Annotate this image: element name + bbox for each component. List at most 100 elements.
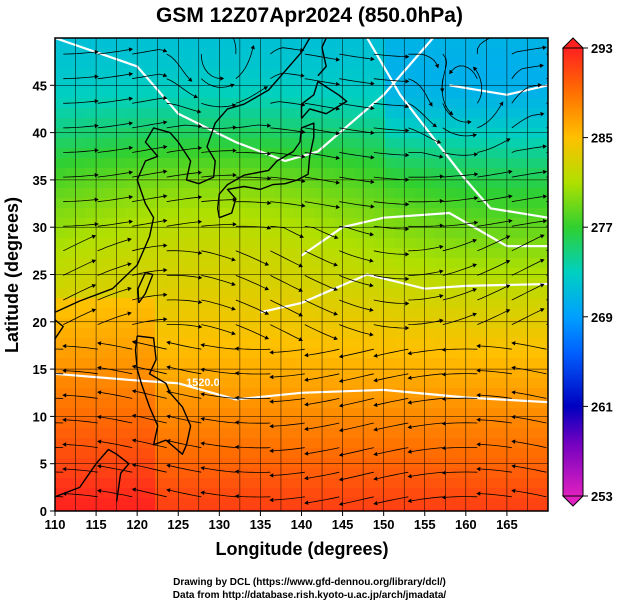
field-cell [85,108,96,119]
field-cell [335,318,346,329]
field-cell [545,58,548,69]
field-cell [215,168,226,179]
field-cell [395,408,406,419]
field-cell [315,468,326,479]
field-cell [145,148,156,159]
field-cell [235,228,246,239]
field-cell [205,328,216,339]
field-cell [125,248,136,259]
field-cell [405,258,416,269]
streamline-arrow [407,449,412,454]
field-cell [415,238,426,249]
field-cell [115,208,126,219]
field-cell [195,68,206,79]
field-cell [545,308,548,319]
field-cell [475,398,486,409]
streamline-arrow [407,474,412,479]
field-cell [245,508,256,511]
field-cell [65,48,76,59]
field-cell [515,298,526,309]
field-cell [435,388,446,399]
field-cell [435,308,446,319]
field-cell [215,158,226,169]
field-cell [225,218,236,229]
field-cell [215,68,226,79]
streamline [270,250,300,266]
field-cell [295,248,306,259]
colorbar-top-arrow [561,37,585,49]
streamline-arrow [370,105,375,111]
field-cell [75,128,86,139]
field-cell [385,38,396,49]
field-cell [365,448,376,459]
field-cell [455,148,466,159]
field-cell [105,318,116,329]
coastline [55,448,130,502]
streamline-arrow [27,421,31,426]
field-cell [275,58,286,69]
field-cell [175,198,186,209]
field-cell [525,418,536,429]
field-cell [115,398,126,409]
streamline [235,124,268,129]
field-cell [85,168,96,179]
streamline-arrow [373,427,378,432]
streamline-arrow [373,451,378,457]
field-cell [65,308,76,319]
field-cell [335,428,346,439]
field-cell [395,338,406,349]
field-cell [345,128,356,139]
field-cell [235,438,246,449]
field-cell [385,488,396,499]
streamline [442,222,475,227]
field-cell [125,348,136,359]
field-cell [285,108,296,119]
field-cell [235,468,246,479]
field-cell [145,358,156,369]
field-cell [455,388,466,399]
streamline-arrow [338,403,344,408]
field-cell [275,408,286,419]
field-cell [175,118,186,129]
field-cell [375,348,386,359]
field-cell [225,288,236,299]
field-cell [165,308,176,319]
field-cell [345,38,356,49]
streamline-arrow [440,88,445,93]
field-cell [445,158,456,169]
field-cell [415,68,426,79]
field-cell [515,168,526,179]
field-cell [505,98,516,109]
field-cell [345,108,356,119]
field-cell [295,408,306,419]
field-cell [315,478,326,489]
field-cell [285,468,296,479]
field-cell [305,38,316,49]
field-cell [465,298,476,309]
field-cell [55,358,66,369]
field-cell [285,478,296,489]
field-cell [165,258,176,269]
field-cell [225,138,236,149]
field-cell [415,358,426,369]
field-cell [125,288,136,299]
field-cell [395,488,406,499]
field-cell [165,68,176,79]
field-cell [415,118,426,129]
streamline [135,341,167,350]
field-cell [355,78,366,89]
field-cell [185,418,196,429]
field-cell [305,378,316,389]
field-cell [285,128,296,139]
streamline-arrow [264,335,270,340]
field-cell [245,478,256,489]
field-cell [315,88,326,99]
streamline [204,344,236,350]
field-cell [245,118,256,129]
field-cell [95,198,106,209]
field-cell [105,78,116,89]
field-cell [265,468,276,479]
field-cell [515,498,526,509]
field-cell [465,508,476,511]
streamline [511,113,541,129]
